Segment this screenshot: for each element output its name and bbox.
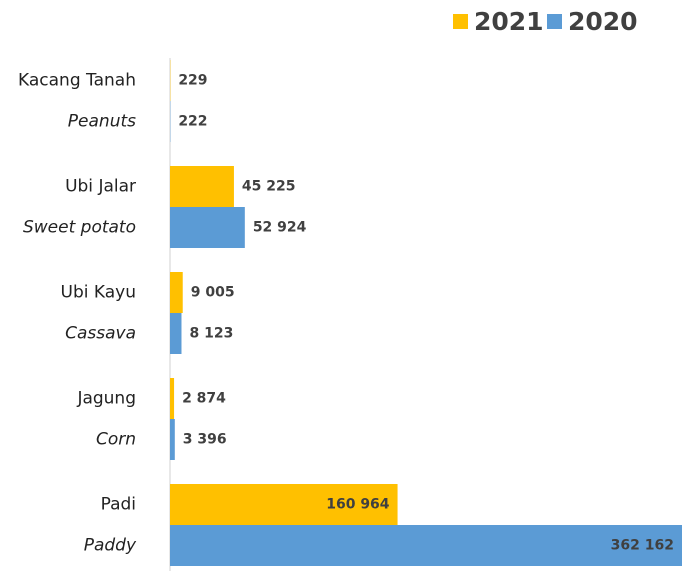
bar	[170, 166, 234, 207]
value-label: 362 162	[611, 538, 674, 554]
category-label-en: Sweet potato	[23, 218, 136, 238]
category-label: Ubi Kayu	[61, 283, 136, 303]
category-label-en: Paddy	[84, 536, 137, 556]
legend-swatch	[547, 14, 562, 29]
value-label: 45 225	[242, 179, 296, 195]
bar	[170, 207, 245, 248]
bar	[170, 378, 175, 419]
bar	[170, 272, 183, 313]
bar	[170, 313, 182, 354]
value-label: 8 123	[189, 326, 233, 342]
category-label: Jagung	[76, 389, 136, 409]
legend-label: 2020	[568, 7, 638, 36]
legend-swatch	[453, 14, 468, 29]
category-label: Ubi Jalar	[65, 177, 136, 197]
value-label: 9 005	[191, 285, 235, 301]
value-label: 2 874	[182, 391, 226, 407]
value-label: 160 964	[326, 497, 390, 513]
bar	[170, 525, 682, 566]
category-label: Kacang Tanah	[18, 71, 136, 91]
value-label: 52 924	[253, 220, 307, 236]
bar	[170, 419, 175, 460]
value-label: 229	[178, 73, 207, 89]
value-label: 3 396	[183, 432, 227, 448]
category-label-en: Peanuts	[68, 112, 136, 132]
bar	[170, 484, 398, 525]
value-label: 222	[178, 114, 207, 130]
category-label-en: Cassava	[65, 324, 136, 344]
category-label: Padi	[101, 495, 136, 515]
legend-label: 2021	[474, 7, 544, 36]
category-label-en: Corn	[96, 430, 136, 450]
